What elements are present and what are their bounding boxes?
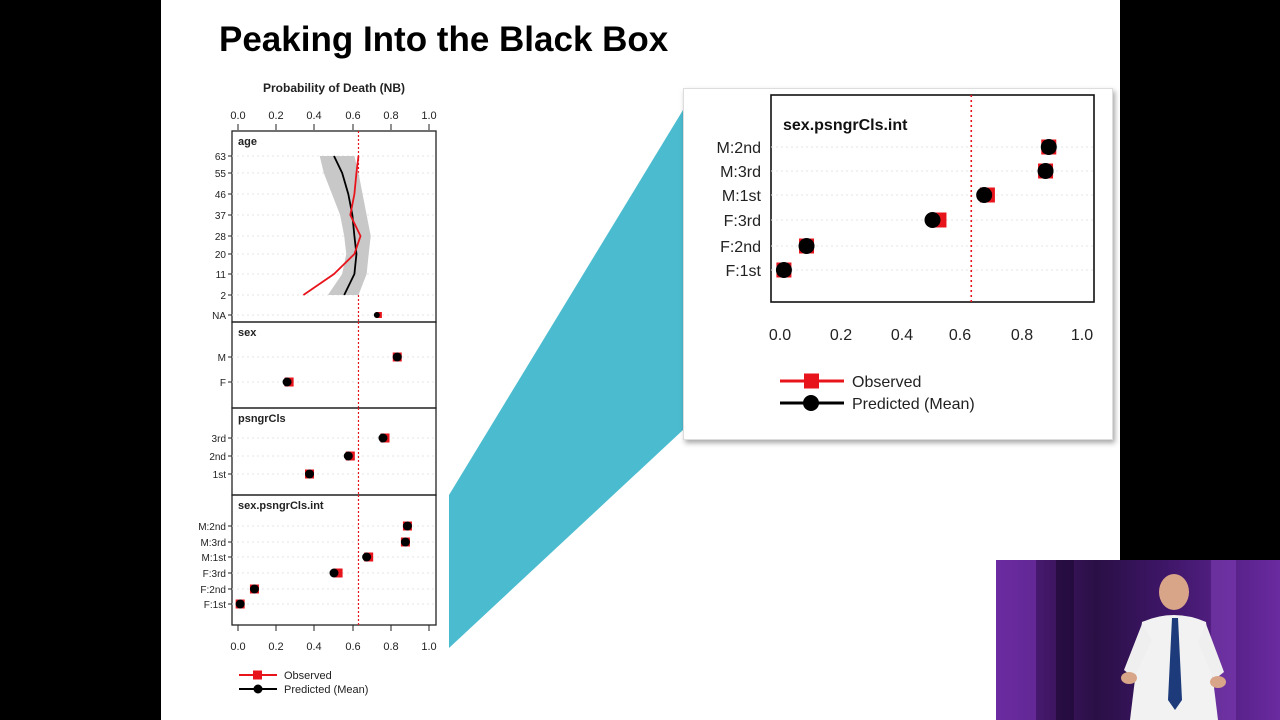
y-tick-label: 28 — [215, 232, 227, 243]
y-tick-label: 63 — [215, 152, 227, 163]
predicted-marker — [402, 521, 412, 531]
dot-plot-zoomed: sex.psngrCls.int M:2nd M:3rd M:1st F:3rd F:2n… — [717, 94, 1095, 413]
y-tick-label: M:1st — [722, 188, 762, 205]
y-tick-label: F:1st — [204, 600, 226, 611]
x-tick-label-top: 0.2 — [268, 110, 283, 122]
y-tick-label: M:1st — [202, 553, 227, 564]
x-tick-label-bottom: 0.6 — [345, 641, 360, 653]
legend-marker-predicted — [803, 395, 819, 411]
y-tick-label: F:3rd — [203, 569, 226, 580]
x-tick-label-bottom: 0.2 — [268, 641, 283, 653]
chart-title: Probability of Death (NB) — [263, 81, 405, 95]
predicted-marker — [775, 262, 792, 278]
panel-label: sex.psngrCls.int — [238, 500, 324, 512]
y-tick-label: M:2nd — [717, 140, 761, 157]
x-tick-label: 0.4 — [891, 327, 913, 344]
panel-label: psngrCls — [238, 413, 286, 425]
x-tick-label-top: 0.6 — [345, 110, 360, 122]
panel-frame-sex — [231, 321, 437, 409]
legend-marker-observed — [804, 373, 819, 389]
y-tick-label: 20 — [215, 250, 227, 261]
y-tick-label: 3rd — [212, 434, 226, 445]
x-tick-label-top: 0.4 — [306, 110, 321, 122]
predicted-marker — [362, 552, 372, 562]
age-observed-curve — [302, 155, 362, 296]
y-tick-label: 11 — [216, 270, 227, 281]
x-tick-label: 1.0 — [1071, 327, 1093, 344]
x-tick-label-top: 1.0 — [421, 110, 436, 122]
zoom-panel: sex.psngrCls.int M:2nd M:3rd M:1st F:3rd F:2n… — [683, 88, 1113, 440]
y-tick-label: 46 — [215, 190, 227, 201]
legend-marker-predicted — [253, 684, 263, 694]
panel-label: sex — [238, 327, 257, 339]
x-tick-label-bottom: 1.0 — [421, 641, 436, 653]
predicted-marker — [1037, 163, 1054, 179]
legend-label: Observed — [284, 670, 332, 682]
panel-label: age — [238, 136, 257, 148]
legend-marker-observed — [253, 670, 262, 680]
y-tick-label: M:2nd — [198, 522, 226, 533]
predicted-marker — [329, 568, 339, 578]
y-tick-label: F:3rd — [724, 213, 761, 230]
x-tick-label: 0.8 — [1011, 327, 1033, 344]
y-tick-label: M:3rd — [720, 164, 761, 181]
x-tick-label-bottom: 0.4 — [306, 641, 321, 653]
y-tick-label: 55 — [215, 169, 227, 180]
predicted-marker — [1040, 139, 1057, 155]
panel-frame-zoomed — [770, 94, 1095, 303]
y-tick-label: M:3rd — [200, 538, 226, 549]
predicted-marker — [282, 377, 292, 387]
predicted-marker — [378, 433, 388, 443]
predicted-marker — [343, 451, 353, 461]
x-tick-label-top: 0.0 — [230, 110, 245, 122]
y-tick-label: 2 — [220, 291, 226, 302]
predicted-marker — [392, 352, 402, 362]
age-predicted-curve — [333, 155, 358, 296]
x-tick-label: 0.0 — [769, 327, 791, 344]
age-confidence-band — [319, 156, 371, 295]
x-tick-label-bottom: 0.0 — [230, 641, 245, 653]
x-tick-label: 0.2 — [830, 327, 852, 344]
panel-label: sex.psngrCls.int — [783, 117, 908, 134]
x-tick-label-bottom: 0.8 — [383, 641, 398, 653]
y-tick-label: M — [218, 353, 226, 364]
predicted-marker — [305, 469, 315, 479]
speaker-video[interactable] — [996, 560, 1280, 720]
y-tick-label: F:1st — [725, 263, 761, 280]
y-tick-label: NA — [212, 311, 226, 322]
callout-band-shape — [449, 110, 683, 648]
y-tick-label: 1st — [213, 470, 227, 481]
speaker-image — [996, 560, 1280, 720]
y-tick-label: F:2nd — [200, 585, 226, 596]
predicted-marker — [235, 599, 245, 609]
x-tick-label-top: 0.8 — [383, 110, 398, 122]
y-tick-label: F:2nd — [720, 239, 761, 256]
predicted-marker — [249, 584, 259, 594]
slide-title: Peaking Into the Black Box — [219, 20, 669, 59]
predicted-marker — [400, 537, 410, 547]
predicted-marker — [976, 187, 993, 203]
predicted-marker — [373, 312, 380, 318]
panel-frame-sex-psngrCls-int — [231, 494, 437, 626]
zoom-callout-band — [449, 110, 683, 648]
legend-label: Predicted (Mean) — [284, 684, 368, 696]
y-tick-label: 2nd — [209, 452, 226, 463]
legend-label: Observed — [852, 374, 921, 391]
x-tick-label: 0.6 — [949, 327, 971, 344]
legend-label: Predicted (Mean) — [852, 396, 975, 413]
slide: Peaking Into the Black Box Probability o… — [161, 0, 1120, 720]
y-tick-label: 37 — [215, 211, 227, 222]
y-tick-label: F — [220, 378, 226, 389]
predicted-marker — [798, 238, 815, 254]
predicted-marker — [924, 212, 941, 228]
dot-plot-small: Probability of Death (NB) 0.0 0.2 0.4 0.6 0.8… — [198, 81, 437, 696]
